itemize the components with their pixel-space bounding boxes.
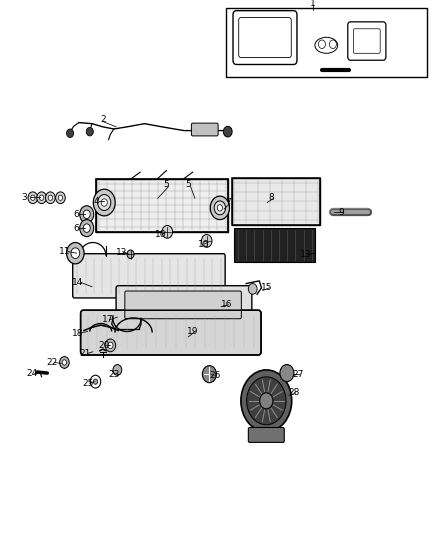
Text: 21: 21 (80, 349, 91, 358)
Circle shape (217, 205, 223, 211)
Text: 25: 25 (82, 379, 93, 388)
Text: 3: 3 (21, 193, 27, 201)
Circle shape (62, 360, 67, 365)
Circle shape (80, 220, 94, 237)
Text: 16: 16 (221, 301, 233, 309)
FancyBboxPatch shape (125, 291, 241, 319)
Circle shape (101, 199, 107, 206)
FancyBboxPatch shape (81, 310, 261, 355)
Circle shape (93, 189, 115, 216)
FancyBboxPatch shape (248, 427, 284, 442)
Bar (96, 179, 228, 232)
Circle shape (127, 250, 134, 259)
Bar (234, 228, 315, 262)
Text: 12: 12 (116, 248, 127, 256)
Circle shape (48, 195, 53, 200)
Text: 20: 20 (99, 341, 110, 350)
Circle shape (67, 129, 74, 138)
Circle shape (98, 195, 111, 211)
Text: 11: 11 (59, 247, 71, 256)
FancyBboxPatch shape (73, 254, 225, 298)
Circle shape (37, 192, 46, 204)
Text: 27: 27 (292, 370, 304, 378)
Text: 15: 15 (261, 284, 273, 292)
Circle shape (201, 235, 212, 247)
Text: 28: 28 (289, 389, 300, 397)
Text: 1: 1 (310, 0, 316, 8)
Circle shape (223, 126, 232, 137)
Bar (232, 178, 320, 225)
Text: 10: 10 (155, 230, 167, 239)
Circle shape (93, 379, 98, 384)
Text: 6: 6 (74, 210, 80, 219)
Circle shape (162, 225, 173, 238)
Circle shape (247, 377, 286, 425)
Circle shape (260, 393, 273, 409)
Text: 17: 17 (102, 316, 113, 324)
Circle shape (248, 284, 257, 294)
Circle shape (80, 206, 94, 223)
Text: 6: 6 (74, 224, 80, 232)
Circle shape (46, 192, 55, 204)
Text: 5: 5 (185, 181, 191, 189)
Text: 14: 14 (72, 278, 84, 287)
Text: 22: 22 (46, 358, 57, 367)
Circle shape (214, 201, 226, 215)
Circle shape (113, 365, 122, 375)
Circle shape (108, 342, 113, 349)
Bar (96, 179, 228, 232)
Text: 13: 13 (300, 251, 311, 259)
Text: 5: 5 (163, 181, 170, 189)
Circle shape (105, 339, 116, 352)
Circle shape (83, 224, 90, 232)
Bar (232, 178, 320, 225)
Text: 19: 19 (187, 327, 198, 336)
Circle shape (56, 192, 65, 204)
Circle shape (67, 243, 84, 264)
Text: 8: 8 (268, 193, 275, 201)
Text: 26: 26 (209, 371, 220, 379)
FancyBboxPatch shape (191, 123, 218, 136)
Text: 18: 18 (72, 329, 84, 337)
Text: 9: 9 (339, 208, 345, 216)
Bar (226, 8, 427, 77)
Circle shape (28, 192, 38, 204)
Text: 23: 23 (108, 370, 120, 378)
Circle shape (83, 210, 90, 219)
FancyBboxPatch shape (116, 286, 252, 324)
Circle shape (60, 357, 69, 368)
Circle shape (241, 370, 292, 432)
Circle shape (210, 196, 230, 220)
Circle shape (31, 195, 35, 200)
Text: 2: 2 (100, 116, 106, 124)
Text: 4: 4 (94, 197, 99, 206)
Text: 24: 24 (26, 369, 37, 377)
Circle shape (86, 127, 93, 136)
Circle shape (202, 366, 216, 383)
Circle shape (39, 195, 44, 200)
Circle shape (58, 195, 63, 200)
Text: 10: 10 (198, 240, 210, 248)
Circle shape (71, 248, 80, 259)
Text: 7: 7 (225, 198, 231, 207)
Circle shape (280, 365, 294, 382)
